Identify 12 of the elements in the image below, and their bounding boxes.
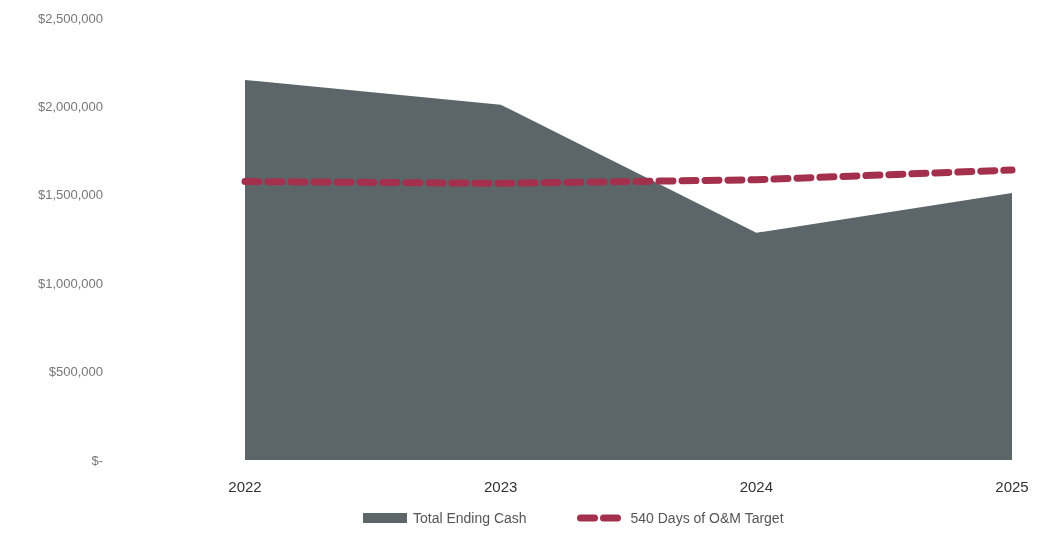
legend-label: Total Ending Cash xyxy=(413,509,527,526)
y-tick-label: $2,000,000 xyxy=(37,98,103,114)
x-tick-label: 2023 xyxy=(483,478,518,495)
y-tick-label: $500,000 xyxy=(48,364,103,380)
y-tick-label: $- xyxy=(91,452,103,468)
y-tick-label: $1,000,000 xyxy=(37,275,103,291)
y-tick-label: $1,500,000 xyxy=(37,187,103,203)
x-tick-label: 2025 xyxy=(995,478,1029,495)
legend-label: 540 Days of O&M Target xyxy=(630,509,784,526)
x-tick-label: 2024 xyxy=(739,478,774,495)
x-tick-label: 2022 xyxy=(228,478,262,495)
y-tick-label: $2,500,000 xyxy=(37,10,103,26)
